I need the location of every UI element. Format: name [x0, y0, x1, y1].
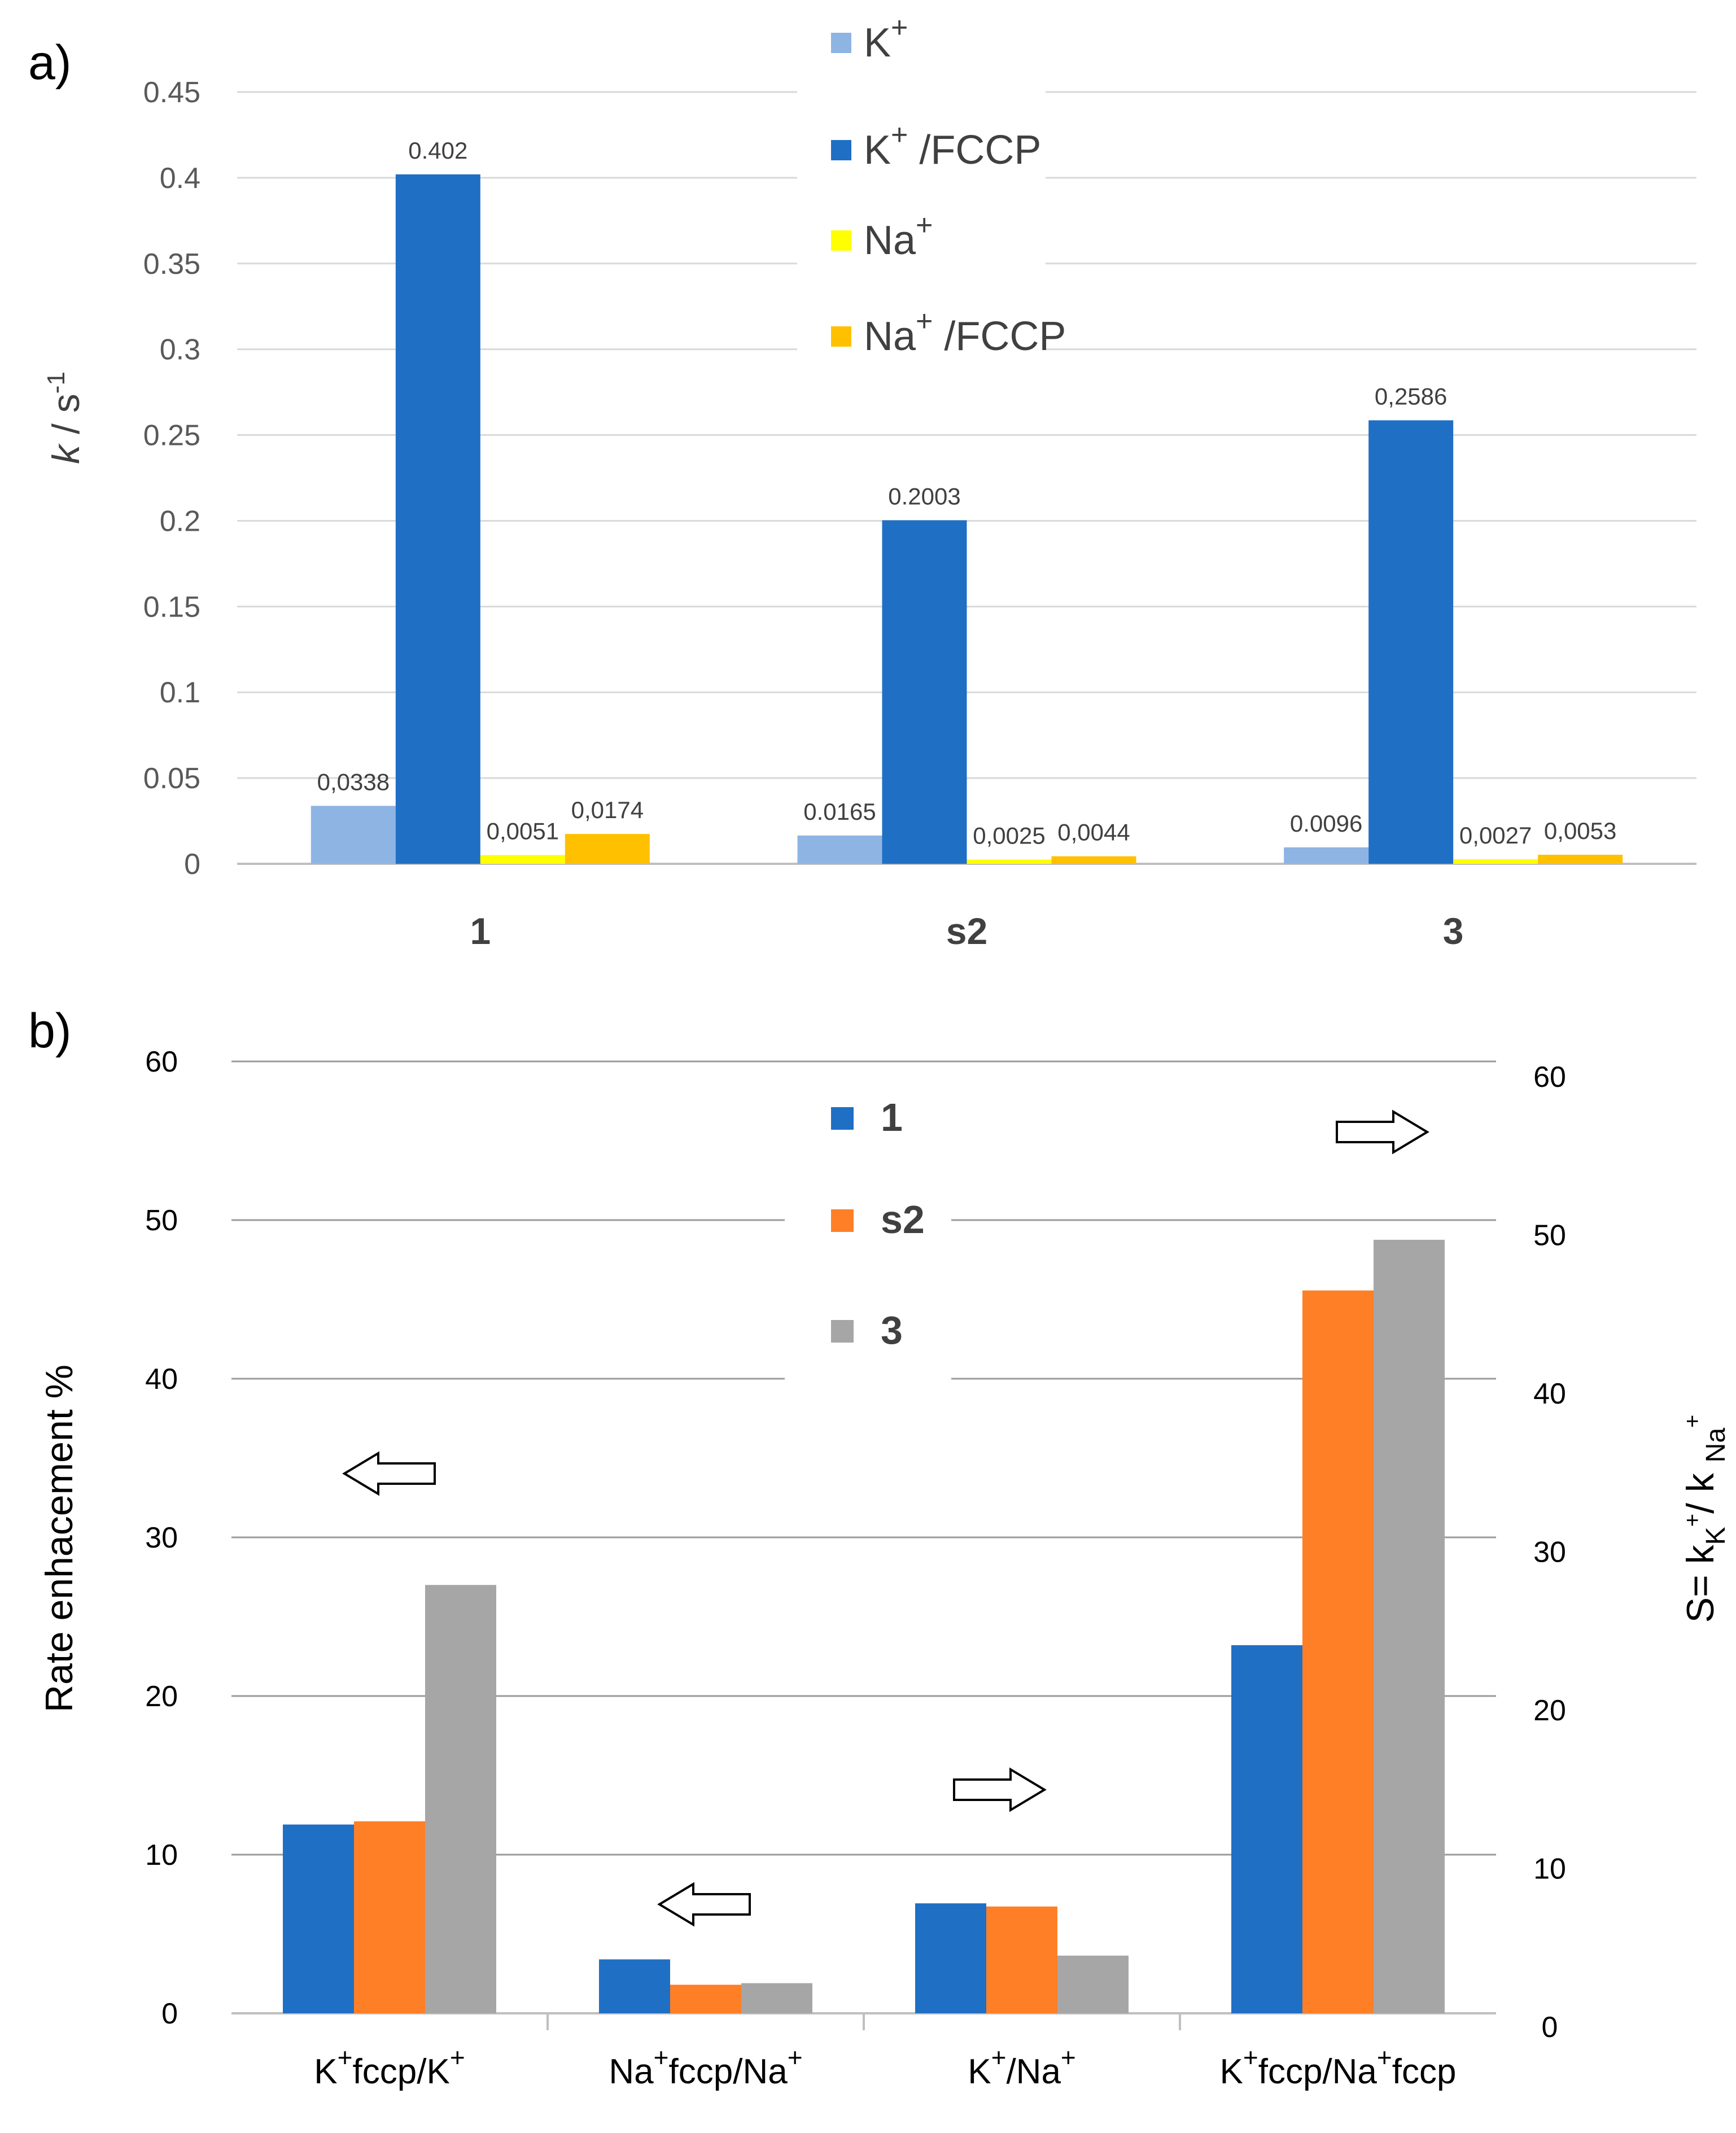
panel-a-bar — [1538, 854, 1623, 864]
panel-a-legend-swatch — [831, 33, 851, 53]
panel-b-left-tick-label: 60 — [145, 1046, 178, 1078]
panel-a-y-tick-label: 0.3 — [160, 334, 200, 366]
panel-b-left-tick-label: 10 — [145, 1839, 178, 1872]
panel-a-data-label: 0,2586 — [1375, 383, 1447, 409]
panel-a-label: a) — [28, 36, 71, 90]
panel-b-category-label: K+/Na+ — [968, 2043, 1076, 2091]
panel-a-y-axis-title: k / s-1 — [42, 371, 88, 464]
panel-b-right-tick-label: 30 — [1533, 1536, 1566, 1569]
panel-b-bar — [1302, 1290, 1374, 2013]
panel-a-bar — [395, 174, 480, 864]
panel-b: b) 0 10 20 30 40 50 60 0 10 20 30 40 50 60 Rate enha… — [28, 1004, 1731, 2091]
panel-b-left-tick-label: 50 — [145, 1204, 178, 1237]
panel-a-y-tick-label: 0.45 — [143, 76, 200, 109]
panel-b-category-label: Na+fccp/Na+ — [609, 2043, 802, 2091]
panel-b-bar — [425, 1585, 496, 2013]
panel-b-bar — [741, 1983, 812, 2013]
panel-b-right-tick-label: 0 — [1542, 2011, 1558, 2044]
panel-a-legend-label: K+ — [864, 11, 908, 65]
panel-b-left-tick-label: 30 — [145, 1522, 178, 1554]
panel-a-bar — [882, 520, 967, 864]
panel-b-legend-swatch — [831, 1209, 854, 1232]
panel-b-left-tick-label: 20 — [145, 1680, 178, 1713]
panel-a-y-tick-label: 0.15 — [143, 591, 200, 623]
panel-a-category-label: 1 — [470, 910, 491, 952]
panel-b-bar — [599, 1959, 670, 2013]
panel-b-legend-background — [785, 1064, 951, 1383]
panel-b-bar — [915, 1903, 986, 2013]
panel-b-bar — [1374, 1239, 1445, 2013]
panel-a-data-label: 0,0174 — [571, 797, 644, 823]
panel-b-bar — [986, 1906, 1057, 2013]
panel-b-bar — [670, 1985, 741, 2013]
arrow-right-icon — [953, 1767, 1047, 1812]
panel-a-bar — [1368, 420, 1454, 864]
panel-a-bar — [565, 834, 650, 864]
panel-a-legend-swatch — [831, 230, 851, 251]
panel-b-bar — [1057, 1955, 1129, 2013]
panel-b-label: b) — [28, 1004, 71, 1058]
panel-a-bar — [480, 855, 565, 864]
panel-a-data-label: 0.402 — [408, 137, 467, 164]
panel-a-y-tick-label: 0.2 — [160, 505, 200, 537]
panel-b-legend-label: 1 — [881, 1095, 903, 1139]
panel-b-category-label: K+fccp/K+ — [314, 2043, 465, 2091]
panel-b-right-tick-label: 60 — [1533, 1061, 1566, 1094]
panel-a-data-label: 0,0025 — [973, 822, 1045, 849]
panel-b-left-axis-title: Rate enhacement % — [38, 1365, 81, 1712]
panel-b-bar — [1231, 1645, 1302, 2013]
panel-a-bar — [1284, 847, 1369, 864]
arrow-left-icon — [342, 1451, 436, 1496]
panel-a-legend-swatch — [831, 326, 851, 347]
panel-a-data-label: 0,0051 — [487, 818, 559, 845]
panel-a-legend-label: Na+ — [864, 209, 933, 263]
panel-a-legend-background — [797, 38, 1046, 377]
panel-b-right-tick-label: 10 — [1533, 1853, 1566, 1886]
panel-a: a) 0 0.05 0.1 0.15 0.2 0.25 0.3 0.35 0.4 0.45 k /… — [28, 11, 1696, 952]
panel-b-legend-swatch — [831, 1320, 854, 1343]
panel-a-category-label: s2 — [946, 910, 987, 952]
panel-a-data-label: 0.0165 — [803, 798, 876, 825]
panel-a-bar — [797, 835, 882, 864]
panel-a-data-label: 0,0027 — [1459, 822, 1532, 849]
panel-b-category-label: K+fccp/Na+fccp — [1219, 2043, 1456, 2091]
panel-a-y-tick-label: 0.05 — [143, 762, 200, 795]
panel-a-data-label: 0.0096 — [1290, 810, 1362, 837]
arrow-right-icon — [1336, 1109, 1429, 1155]
panel-a-legend-label: K+ /FCCP — [864, 119, 1041, 173]
panel-b-right-tick-label: 20 — [1533, 1694, 1566, 1727]
panel-a-y-tick-label: 0.1 — [160, 676, 200, 709]
panel-a-data-label: 0,0044 — [1057, 819, 1130, 846]
panel-b-bar — [283, 1824, 354, 2013]
panel-b-legend: 1 s2 3 — [785, 1064, 951, 1383]
panel-a-y-tick-label: 0.35 — [143, 248, 200, 281]
panel-a-y-tick-label: 0.4 — [160, 162, 200, 195]
panel-b-legend-swatch — [831, 1107, 854, 1130]
panel-a-bar — [311, 806, 396, 864]
panel-a-data-label: 0,0338 — [317, 768, 390, 795]
panel-b-right-tick-label: 40 — [1533, 1378, 1566, 1410]
panel-b-legend-label: s2 — [881, 1197, 925, 1242]
panel-b-left-tick-label: 40 — [145, 1363, 178, 1396]
panel-a-bar — [1453, 859, 1538, 864]
panel-a-bar — [967, 859, 1052, 864]
panel-a-category-label: 3 — [1443, 910, 1464, 952]
panel-b-left-tick-label: 0 — [161, 1997, 178, 2030]
panel-b-legend-label: 3 — [881, 1308, 903, 1352]
panel-a-legend: K+ K+ /FCCP Na+ Na+ /FCCP — [797, 11, 1066, 377]
panel-a-data-label: 0,0053 — [1544, 818, 1616, 844]
panel-b-bar — [354, 1821, 425, 2013]
panel-a-y-tick-label: 0 — [184, 848, 200, 881]
panel-a-y-tick-label: 0.25 — [143, 419, 200, 452]
panel-a-data-label: 0.2003 — [888, 483, 960, 510]
panel-b-right-tick-label: 50 — [1533, 1220, 1566, 1252]
arrow-left-icon — [657, 1882, 751, 1927]
panel-a-legend-swatch — [831, 140, 851, 160]
panel-a-legend-label: Na+ /FCCP — [864, 305, 1066, 359]
panel-a-bar — [1051, 856, 1136, 864]
panel-b-right-axis-title: S= kK+/ k Na+ — [1679, 1415, 1731, 1623]
